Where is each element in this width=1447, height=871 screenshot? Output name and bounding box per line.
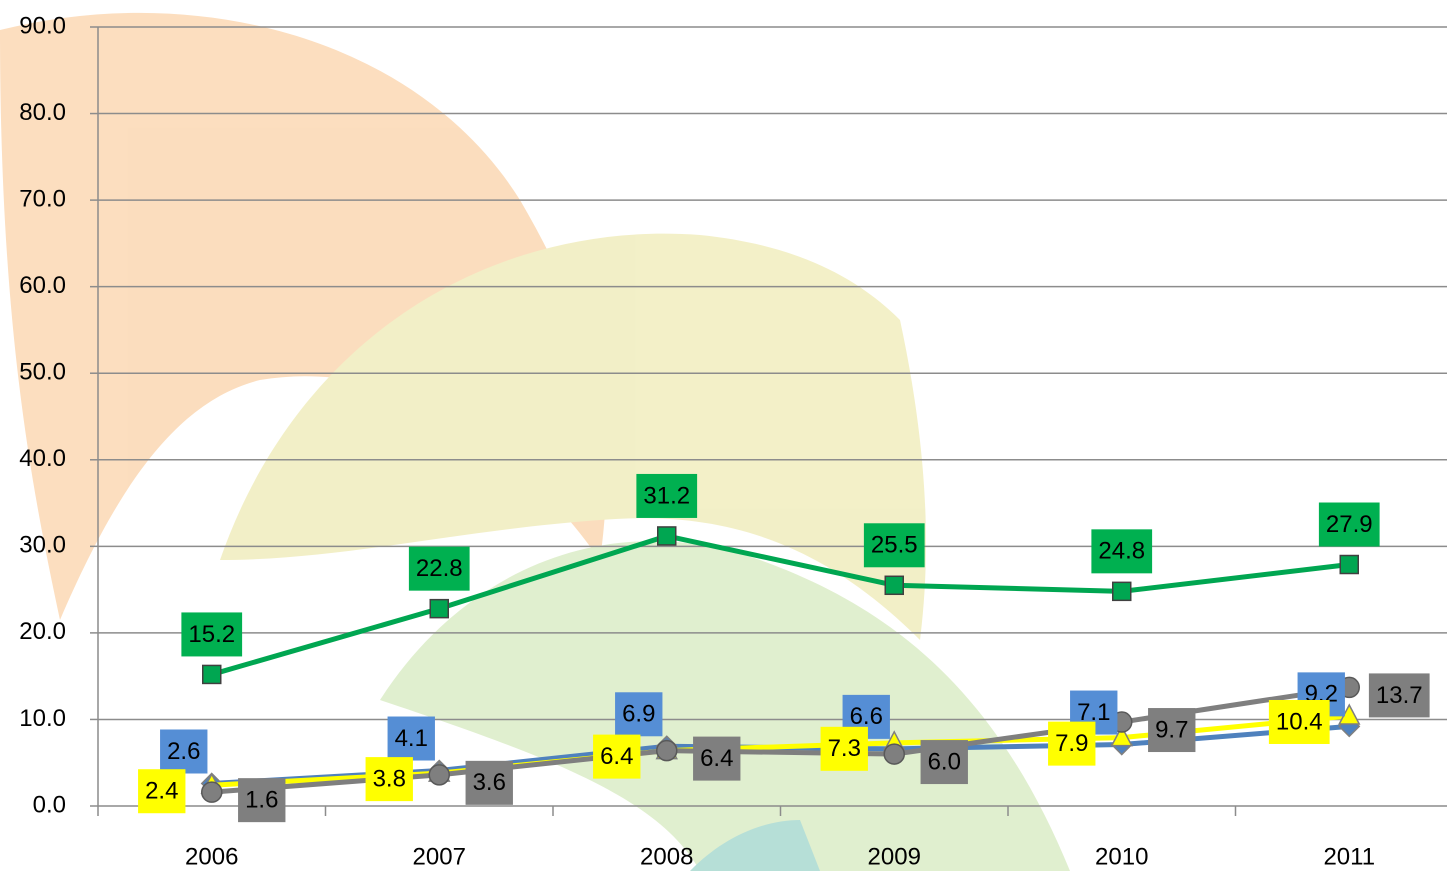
marker-square (1340, 556, 1358, 574)
data-label: 3.6 (466, 761, 513, 805)
marker-circle (657, 741, 677, 761)
decor-green (380, 541, 1070, 871)
data-label: 13.7 (1369, 673, 1430, 717)
data-label: 6.0 (921, 740, 968, 784)
data-label-text: 6.4 (600, 743, 633, 770)
data-label: 24.8 (1091, 529, 1152, 573)
y-tick-label: 30.0 (19, 532, 66, 559)
data-label: 7.3 (821, 727, 868, 771)
data-label: 31.2 (636, 474, 697, 518)
data-label-text: 25.5 (871, 532, 918, 559)
marker-square (1113, 582, 1131, 600)
y-tick-label: 50.0 (19, 359, 66, 386)
data-label-text: 3.6 (473, 769, 506, 796)
data-label: 6.4 (693, 737, 740, 781)
data-label: 2.4 (138, 769, 185, 813)
marker-circle (202, 782, 222, 802)
y-tick-label: 40.0 (19, 445, 66, 472)
data-label: 10.4 (1269, 700, 1330, 744)
data-label-text: 6.4 (700, 745, 733, 772)
data-label-text: 2.4 (145, 778, 178, 805)
page: 0.0 10.0 20.0 30.0 40.0 50.0 60.0 70.0 80.0 90.0 2… (0, 0, 1447, 871)
y-tick-label: 90.0 (19, 12, 66, 39)
y-tick-label: 70.0 (19, 185, 66, 212)
data-label-text: 7.9 (1055, 730, 1088, 757)
data-label-text: 6.0 (928, 748, 961, 775)
data-label: 15.2 (181, 612, 242, 656)
marker-square (885, 576, 903, 594)
x-tick-label: 2011 (1323, 843, 1375, 870)
data-label: 7.9 (1048, 722, 1095, 766)
data-label-text: 15.2 (188, 621, 235, 648)
data-label-text: 4.1 (395, 725, 428, 752)
x-tick-label: 2007 (413, 843, 466, 870)
data-label-text: 10.4 (1276, 708, 1323, 735)
data-label: 22.8 (409, 547, 470, 591)
x-tick-label: 2010 (1095, 843, 1148, 870)
data-label-text: 9.7 (1155, 716, 1188, 743)
marker-circle (429, 765, 449, 785)
data-label-text: 2.6 (167, 738, 200, 765)
data-label-text: 27.9 (1326, 511, 1373, 538)
data-label-text: 13.7 (1376, 682, 1423, 709)
data-label-text: 24.8 (1098, 538, 1145, 565)
data-label-text: 3.8 (373, 765, 406, 792)
data-label: 27.9 (1319, 503, 1380, 547)
data-label-text: 1.6 (245, 786, 278, 813)
marker-circle (884, 744, 904, 764)
data-label-text: 6.9 (622, 701, 655, 728)
data-label: 6.4 (593, 735, 640, 779)
chart: 0.0 10.0 20.0 30.0 40.0 50.0 60.0 70.0 80.0 90.0 2… (0, 0, 1447, 871)
data-label: 3.8 (366, 757, 413, 801)
y-tick-label: 20.0 (19, 618, 66, 645)
x-tick-label: 2008 (640, 843, 693, 870)
data-label-text: 31.2 (643, 482, 690, 509)
y-tick-label: 0.0 (33, 791, 66, 818)
x-tick-label: 2006 (185, 843, 238, 870)
data-label-text: 6.6 (850, 703, 883, 730)
data-label: 9.7 (1148, 708, 1195, 752)
marker-square (430, 600, 448, 618)
y-tick-label: 10.0 (19, 705, 66, 732)
data-label: 2.6 (160, 729, 207, 773)
data-label: 6.9 (615, 692, 662, 736)
marker-square (658, 527, 676, 545)
data-label-text: 22.8 (416, 555, 463, 582)
data-label: 1.6 (238, 778, 285, 822)
data-label: 25.5 (864, 523, 925, 567)
y-tick-label: 60.0 (19, 272, 66, 299)
x-tick-label: 2009 (868, 843, 921, 870)
data-label-text: 7.3 (828, 735, 861, 762)
data-label: 4.1 (388, 717, 435, 761)
marker-square (203, 665, 221, 683)
y-tick-label: 80.0 (19, 99, 66, 126)
